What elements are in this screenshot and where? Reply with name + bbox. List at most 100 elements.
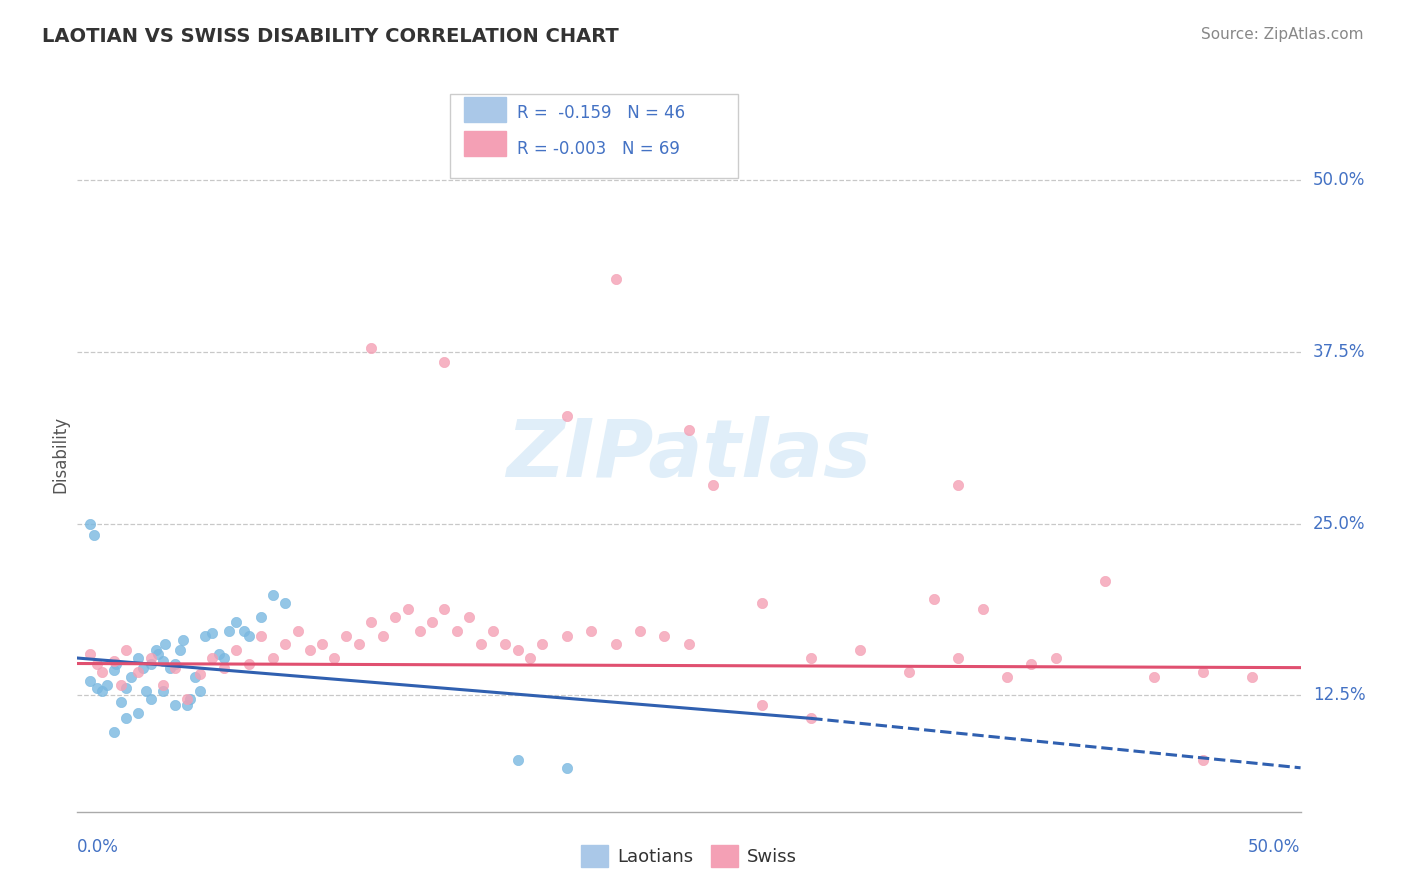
Text: Source: ZipAtlas.com: Source: ZipAtlas.com	[1201, 27, 1364, 42]
Point	[384, 610, 406, 624]
Point	[172, 633, 194, 648]
Legend: Laotians, Swiss: Laotians, Swiss	[574, 838, 804, 874]
Point	[115, 642, 138, 657]
Point	[238, 657, 260, 671]
Point	[139, 651, 162, 665]
Point	[555, 761, 578, 775]
Point	[274, 637, 297, 651]
Point	[1240, 670, 1263, 684]
Point	[90, 665, 112, 679]
Point	[79, 516, 101, 531]
Point	[155, 637, 177, 651]
Text: 50.0%: 50.0%	[1313, 171, 1365, 189]
Point	[250, 629, 273, 643]
Point	[287, 624, 309, 638]
Point	[165, 657, 187, 671]
Point	[86, 657, 108, 671]
Point	[898, 665, 921, 679]
Point	[184, 670, 207, 684]
Point	[849, 642, 872, 657]
Point	[115, 711, 138, 725]
Point	[482, 624, 505, 638]
Point	[654, 629, 676, 643]
Point	[176, 698, 198, 712]
Point	[127, 665, 149, 679]
Point	[396, 601, 419, 615]
Point	[152, 678, 174, 692]
Point	[262, 588, 284, 602]
Point	[335, 629, 357, 643]
Point	[83, 527, 105, 541]
Point	[79, 674, 101, 689]
Text: 0.0%: 0.0%	[77, 838, 120, 856]
Text: 12.5%: 12.5%	[1313, 686, 1365, 704]
Point	[159, 660, 181, 674]
Point	[105, 657, 128, 671]
Point	[225, 642, 247, 657]
Point	[946, 478, 969, 492]
Point	[579, 624, 602, 638]
Point	[103, 725, 125, 739]
Point	[531, 637, 554, 651]
Point	[347, 637, 370, 651]
Point	[446, 624, 468, 638]
Point	[495, 637, 517, 651]
Point	[751, 596, 773, 610]
Point	[800, 651, 823, 665]
Point	[433, 601, 456, 615]
Point	[232, 624, 254, 638]
Point	[132, 660, 155, 674]
Point	[208, 647, 231, 661]
Point	[139, 692, 162, 706]
Point	[218, 624, 240, 638]
Point	[555, 629, 578, 643]
Text: LAOTIAN VS SWISS DISABILITY CORRELATION CHART: LAOTIAN VS SWISS DISABILITY CORRELATION …	[42, 27, 619, 45]
Point	[212, 651, 235, 665]
Point	[238, 629, 260, 643]
Point	[751, 698, 773, 712]
Point	[188, 667, 211, 681]
Point	[1094, 574, 1116, 589]
Point	[165, 698, 187, 712]
Point	[110, 678, 132, 692]
Point	[193, 629, 215, 643]
Point	[135, 684, 157, 698]
Point	[176, 692, 198, 706]
Point	[1191, 753, 1213, 767]
Point	[995, 670, 1018, 684]
Point	[225, 615, 247, 630]
Text: R = -0.003   N = 69: R = -0.003 N = 69	[517, 140, 681, 158]
Text: 37.5%: 37.5%	[1313, 343, 1365, 361]
Point	[120, 670, 142, 684]
Point	[79, 647, 101, 661]
Point	[678, 637, 700, 651]
Point	[103, 664, 125, 678]
Point	[201, 651, 224, 665]
Point	[86, 681, 108, 696]
Point	[165, 660, 187, 674]
Text: 50.0%: 50.0%	[1249, 838, 1301, 856]
Point	[506, 642, 529, 657]
Point	[371, 629, 394, 643]
Point	[972, 601, 994, 615]
Text: 25.0%: 25.0%	[1313, 515, 1365, 533]
Point	[1191, 665, 1213, 679]
Point	[946, 651, 969, 665]
Point	[169, 642, 191, 657]
Text: R =  -0.159   N = 46: R = -0.159 N = 46	[517, 104, 686, 122]
Point	[110, 695, 132, 709]
Point	[103, 654, 125, 668]
Point	[90, 684, 112, 698]
Point	[139, 657, 162, 671]
Point	[262, 651, 284, 665]
Point	[470, 637, 492, 651]
Point	[146, 647, 169, 661]
Y-axis label: Disability: Disability	[51, 417, 69, 493]
Point	[323, 651, 346, 665]
Point	[605, 637, 627, 651]
Point	[409, 624, 432, 638]
Point	[96, 678, 118, 692]
Point	[212, 660, 235, 674]
Point	[201, 626, 224, 640]
Point	[555, 409, 578, 424]
